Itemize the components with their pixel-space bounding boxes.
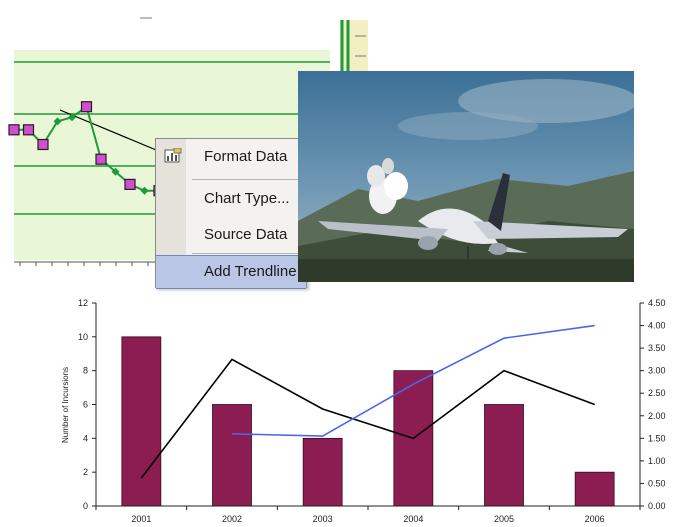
x-tick-label: 2001 bbox=[131, 514, 151, 524]
menu-item-label: Format Data bbox=[204, 148, 288, 165]
menu-item-add-trendline[interactable]: Add Trendline bbox=[156, 255, 306, 289]
menu-item-label: Chart Type... bbox=[204, 190, 290, 207]
y-tick-label: 6 bbox=[83, 400, 88, 410]
series-point-selected[interactable] bbox=[80, 101, 93, 113]
menu-item-label: Add Trendline bbox=[204, 263, 297, 280]
y2-tick-label: 0.50 bbox=[648, 478, 666, 488]
incursions-combo-chart[interactable]: 0 2 4 6 8 10 12 0.00 0.50 1.00 1.50 2.00 2.50 3.00 3.… bbox=[0, 285, 689, 527]
series-point-selected[interactable] bbox=[124, 178, 136, 190]
y-tick-label: 12 bbox=[78, 298, 88, 308]
bar[interactable] bbox=[302, 437, 343, 507]
bar[interactable] bbox=[212, 404, 252, 507]
series-point[interactable] bbox=[53, 117, 62, 126]
y2-tick-label: 3.00 bbox=[648, 366, 666, 376]
x-axis-ticks: 2001 2002 2003 2004 2005 2006 bbox=[95, 506, 641, 524]
y2-tick-label: 2.50 bbox=[648, 388, 666, 398]
format-data-icon bbox=[164, 148, 182, 163]
menu-separator bbox=[192, 179, 302, 180]
menu-item-label: Source Data bbox=[204, 226, 288, 243]
bar[interactable] bbox=[121, 336, 162, 507]
left-axis-ticks: 0 2 4 6 8 10 12 bbox=[78, 298, 96, 511]
series-point-selected[interactable] bbox=[8, 124, 20, 136]
y-tick-label: 0 bbox=[83, 501, 88, 511]
series-point[interactable] bbox=[111, 167, 120, 176]
y2-tick-label: 4.00 bbox=[648, 321, 666, 331]
y-tick-label: 8 bbox=[83, 366, 88, 376]
series-point-selected[interactable] bbox=[37, 138, 49, 151]
airplane-image bbox=[298, 71, 634, 282]
bar[interactable] bbox=[574, 471, 615, 507]
x-tick-label: 2003 bbox=[313, 514, 333, 524]
y2-tick-label: 4.50 bbox=[648, 298, 666, 308]
x-axis-ticks bbox=[19, 262, 149, 266]
bar-series[interactable] bbox=[121, 336, 615, 507]
black-line-series[interactable] bbox=[140, 358, 595, 479]
y2-tick-label: 2.00 bbox=[648, 411, 666, 421]
x-tick-label: 2002 bbox=[222, 514, 242, 524]
x-tick-label: 2006 bbox=[585, 514, 605, 524]
legend-fragment bbox=[340, 20, 368, 80]
x-tick-label: 2004 bbox=[403, 514, 423, 524]
menu-item-format-data[interactable]: Format Data bbox=[156, 141, 306, 173]
series-point[interactable] bbox=[68, 113, 76, 122]
bar[interactable] bbox=[484, 404, 524, 507]
y-axis-title: Number of Incursions bbox=[61, 367, 70, 443]
y2-tick-label: 1.50 bbox=[648, 433, 666, 443]
menu-item-source-data[interactable]: Source Data bbox=[156, 219, 306, 251]
x-tick-label: 2005 bbox=[494, 514, 514, 524]
airplane-photo bbox=[298, 71, 634, 282]
y-tick-label: 4 bbox=[83, 433, 88, 443]
blue-line-series[interactable] bbox=[231, 324, 595, 437]
y-tick-label: 10 bbox=[78, 332, 88, 342]
series-point[interactable] bbox=[140, 186, 149, 195]
y2-tick-label: 1.00 bbox=[648, 456, 666, 466]
y-tick-label: 2 bbox=[83, 467, 88, 477]
right-axis-ticks: 0.00 0.50 1.00 1.50 2.00 2.50 3.00 3.50 4.00 4.50 bbox=[640, 298, 666, 511]
menu-item-chart-type[interactable]: Chart Type... bbox=[156, 183, 306, 215]
series-point-selected[interactable] bbox=[95, 153, 107, 165]
y2-tick-label: 0.00 bbox=[648, 501, 666, 511]
series-markers[interactable] bbox=[8, 101, 178, 201]
y2-tick-label: 3.50 bbox=[648, 343, 666, 353]
context-menu: Format Data Chart Type... Source Data Ad… bbox=[155, 138, 307, 289]
menu-separator bbox=[192, 253, 302, 254]
series-point-selected[interactable] bbox=[22, 124, 35, 136]
